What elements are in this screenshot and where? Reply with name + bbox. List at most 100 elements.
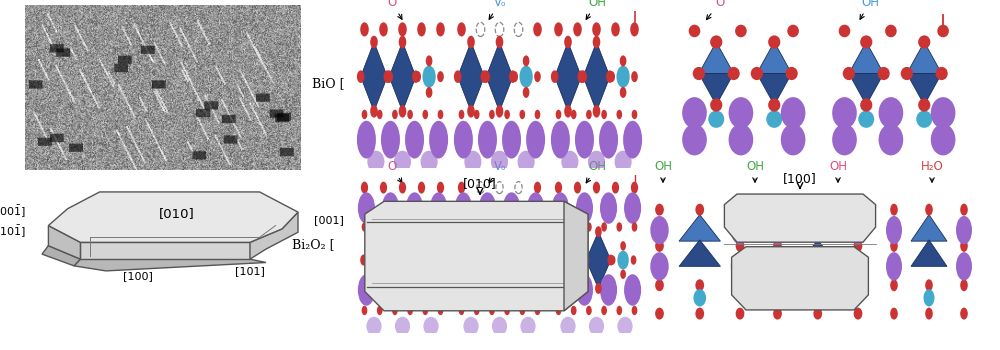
Polygon shape bbox=[797, 240, 838, 266]
Ellipse shape bbox=[406, 274, 423, 306]
Text: [101]: [101] bbox=[235, 266, 265, 276]
Circle shape bbox=[918, 98, 930, 112]
Circle shape bbox=[578, 70, 585, 83]
Polygon shape bbox=[757, 42, 792, 74]
Circle shape bbox=[551, 70, 558, 83]
Circle shape bbox=[504, 110, 510, 119]
Circle shape bbox=[438, 110, 443, 119]
Circle shape bbox=[392, 222, 398, 232]
Text: OH: OH bbox=[654, 160, 672, 182]
Ellipse shape bbox=[849, 216, 867, 244]
Polygon shape bbox=[80, 242, 250, 259]
Circle shape bbox=[416, 256, 422, 265]
Ellipse shape bbox=[358, 193, 375, 224]
Ellipse shape bbox=[886, 252, 902, 281]
Ellipse shape bbox=[931, 97, 955, 129]
Circle shape bbox=[534, 256, 539, 265]
Circle shape bbox=[632, 306, 637, 315]
Ellipse shape bbox=[931, 124, 955, 155]
Circle shape bbox=[407, 306, 413, 315]
Circle shape bbox=[632, 222, 637, 232]
Circle shape bbox=[843, 67, 855, 80]
Ellipse shape bbox=[956, 216, 972, 244]
Circle shape bbox=[787, 25, 799, 37]
Circle shape bbox=[583, 254, 589, 266]
Circle shape bbox=[459, 306, 464, 315]
Circle shape bbox=[523, 87, 529, 98]
Circle shape bbox=[564, 105, 572, 118]
Circle shape bbox=[736, 204, 744, 216]
Circle shape bbox=[556, 222, 561, 232]
Circle shape bbox=[924, 289, 934, 307]
Polygon shape bbox=[732, 247, 868, 310]
Ellipse shape bbox=[551, 121, 570, 159]
Ellipse shape bbox=[503, 193, 520, 224]
Circle shape bbox=[655, 308, 664, 320]
Ellipse shape bbox=[731, 216, 749, 244]
Circle shape bbox=[519, 222, 525, 232]
Circle shape bbox=[377, 306, 383, 315]
Ellipse shape bbox=[956, 252, 972, 281]
Polygon shape bbox=[757, 74, 792, 105]
Ellipse shape bbox=[576, 193, 593, 224]
Ellipse shape bbox=[455, 274, 472, 306]
Polygon shape bbox=[699, 42, 734, 74]
Circle shape bbox=[556, 306, 561, 315]
Circle shape bbox=[937, 25, 949, 37]
Circle shape bbox=[422, 110, 428, 119]
Circle shape bbox=[377, 110, 383, 119]
Circle shape bbox=[523, 270, 529, 279]
Circle shape bbox=[631, 71, 638, 82]
Circle shape bbox=[601, 306, 607, 315]
Circle shape bbox=[392, 306, 398, 315]
Circle shape bbox=[601, 222, 607, 232]
Circle shape bbox=[437, 71, 444, 82]
Text: Bi₂O₂ [: Bi₂O₂ [ bbox=[292, 238, 335, 252]
Polygon shape bbox=[74, 259, 266, 271]
Text: OH: OH bbox=[586, 0, 606, 19]
Text: O: O bbox=[387, 160, 402, 183]
Circle shape bbox=[357, 70, 364, 83]
Circle shape bbox=[380, 182, 387, 194]
Ellipse shape bbox=[357, 121, 376, 159]
Circle shape bbox=[422, 306, 428, 315]
Circle shape bbox=[534, 182, 541, 194]
Ellipse shape bbox=[879, 97, 903, 129]
Ellipse shape bbox=[518, 150, 535, 173]
Circle shape bbox=[592, 22, 601, 36]
Circle shape bbox=[533, 22, 542, 36]
Ellipse shape bbox=[395, 317, 410, 336]
Circle shape bbox=[498, 226, 505, 237]
Circle shape bbox=[504, 222, 510, 232]
Circle shape bbox=[470, 283, 476, 294]
Circle shape bbox=[595, 226, 602, 237]
Text: [00$\bar{1}$]: [00$\bar{1}$] bbox=[0, 204, 26, 220]
Ellipse shape bbox=[358, 274, 375, 306]
Ellipse shape bbox=[503, 274, 520, 306]
Circle shape bbox=[413, 254, 420, 266]
Circle shape bbox=[414, 71, 421, 82]
Circle shape bbox=[813, 279, 822, 291]
Circle shape bbox=[860, 98, 872, 112]
Circle shape bbox=[407, 222, 413, 232]
Circle shape bbox=[454, 70, 462, 83]
Ellipse shape bbox=[464, 150, 481, 173]
Polygon shape bbox=[48, 192, 298, 242]
Circle shape bbox=[630, 22, 639, 36]
Circle shape bbox=[695, 279, 704, 291]
Circle shape bbox=[519, 66, 533, 88]
Ellipse shape bbox=[781, 97, 805, 129]
Ellipse shape bbox=[561, 150, 578, 173]
Circle shape bbox=[422, 66, 436, 88]
Circle shape bbox=[418, 182, 425, 194]
Ellipse shape bbox=[781, 124, 805, 155]
Polygon shape bbox=[48, 225, 80, 259]
Ellipse shape bbox=[729, 124, 753, 155]
Ellipse shape bbox=[526, 121, 545, 159]
Circle shape bbox=[710, 35, 722, 49]
Polygon shape bbox=[907, 74, 942, 105]
Text: O: O bbox=[387, 0, 402, 19]
Circle shape bbox=[373, 283, 379, 294]
Circle shape bbox=[786, 67, 798, 80]
Circle shape bbox=[586, 222, 592, 232]
